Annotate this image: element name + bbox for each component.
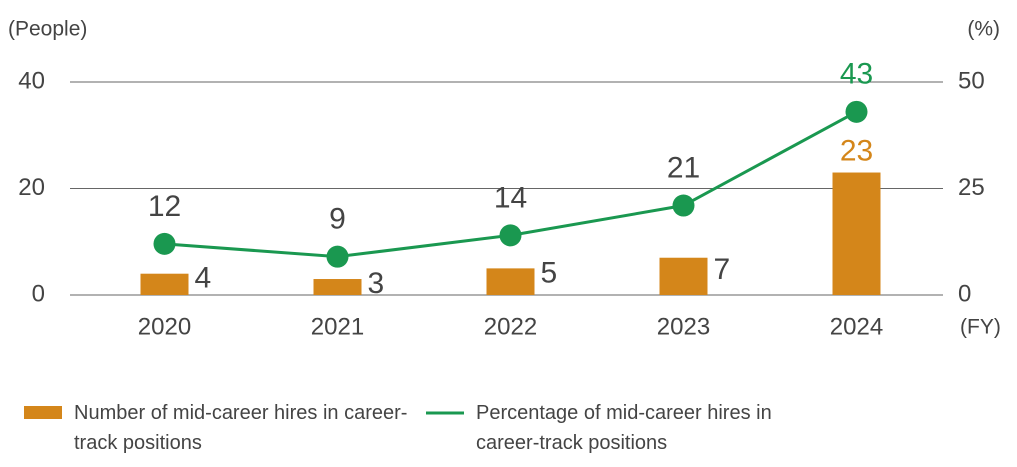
bar (140, 273, 189, 295)
point-value-label: 9 (329, 203, 346, 236)
bar-value-label: 4 (195, 262, 212, 295)
bar-value-label: 23 (840, 134, 873, 167)
y2-tick-label: 0 (958, 280, 971, 307)
legend-swatch (426, 411, 464, 415)
y-axis-label: (People) (8, 18, 87, 41)
legend-item: Number of mid-career hires in career-tra… (24, 398, 414, 458)
bar (832, 172, 881, 295)
point (499, 224, 522, 247)
legend-label: Percentage of mid-career hires in career… (476, 402, 772, 454)
point-value-label: 12 (148, 190, 181, 223)
x-tick-label: 2022 (484, 313, 537, 340)
bar-value-label: 5 (541, 256, 558, 289)
point (326, 245, 349, 268)
legend: Number of mid-career hires in career-tra… (0, 398, 816, 458)
bar-value-label: 7 (714, 253, 731, 286)
point-value-label: 21 (667, 151, 700, 184)
legend-label: Number of mid-career hires in career-tra… (74, 402, 408, 454)
bar (313, 279, 362, 295)
point (672, 194, 695, 217)
point-value-label: 43 (840, 58, 873, 91)
y-tick-label: 0 (32, 280, 45, 307)
bar-value-label: 3 (368, 267, 385, 300)
legend-swatch (24, 406, 62, 419)
x-tick-label: 2024 (830, 313, 883, 340)
point (845, 100, 868, 123)
x-axis-label: (FY) (960, 316, 1001, 339)
point (153, 232, 176, 255)
bar (486, 268, 535, 295)
y2-tick-label: 25 (958, 174, 985, 201)
y2-tick-label: 50 (958, 67, 985, 94)
swatch-mark (24, 406, 62, 419)
point-value-label: 14 (494, 181, 527, 214)
x-tick-label: 2021 (311, 313, 364, 340)
chart: (People) (%) (FY) 0 20 40 0 25 50 2020 2021 2022… (8, 18, 1001, 341)
x-tick-label: 2020 (138, 313, 191, 340)
bar (659, 257, 708, 295)
y2-axis-label: (%) (967, 18, 1000, 41)
legend-item: Percentage of mid-career hires in career… (426, 398, 816, 458)
x-tick-label: 2023 (657, 313, 710, 340)
y-tick-label: 40 (18, 67, 45, 94)
y-tick-label: 20 (18, 174, 45, 201)
